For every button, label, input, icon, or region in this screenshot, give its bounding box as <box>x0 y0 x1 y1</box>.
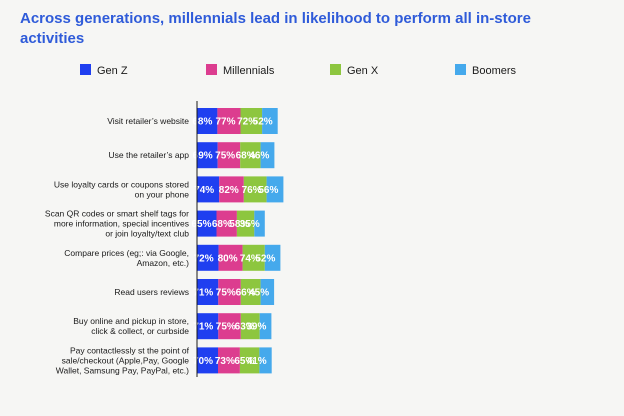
bar-boomers <box>259 313 272 340</box>
value-label-gen-z: 71% <box>193 322 213 333</box>
bar-gen-z <box>197 210 217 237</box>
legend-label-millennials: Millennials <box>223 65 275 77</box>
category-label: Scan QR codes or smart shelf tags for mor… <box>45 209 189 239</box>
value-label-gen-x: 66% <box>236 288 256 299</box>
bar-boomers <box>260 142 275 169</box>
bar-boomers <box>266 176 284 203</box>
value-label-gen-x: 58% <box>229 219 249 230</box>
bar-millennials <box>219 176 244 203</box>
bar-boomers <box>259 347 272 374</box>
bar-millennials <box>216 210 237 237</box>
value-label-millennials: 82% <box>219 185 239 196</box>
bar-gen-x <box>243 176 267 203</box>
value-label-boomers: 41% <box>247 356 267 367</box>
value-label-millennials: 75% <box>216 322 236 333</box>
bar-gen-x <box>242 244 265 271</box>
value-label-millennials: 75% <box>216 288 236 299</box>
value-label-gen-z: 70% <box>193 356 213 367</box>
value-label-gen-x: 65% <box>234 356 254 367</box>
bar-gen-x <box>236 210 255 237</box>
value-label-gen-z: 68% <box>192 117 212 128</box>
value-label-millennials: 75% <box>215 151 235 162</box>
bar-millennials <box>218 279 241 305</box>
bar-boomers <box>264 244 281 271</box>
legend-swatch-gen-x <box>330 64 341 75</box>
category-label: Compare prices (eg;: via Google, Amazon, … <box>64 248 189 268</box>
legend-swatch-gen-z <box>80 64 91 75</box>
chart-title: Across generations, millennials lead in … <box>20 10 531 47</box>
bars: 68% 77% 72%52%69% 75% 68%46%74% 82% 76%56%65% 6… <box>191 108 284 374</box>
category-label: Visit retailer’s website <box>107 116 189 126</box>
bar-gen-z <box>197 313 219 340</box>
bar-gen-x <box>240 313 260 340</box>
bar-millennials <box>217 142 241 169</box>
bar-boomers <box>262 108 278 134</box>
value-label-boomers: 56% <box>258 185 278 196</box>
bar-boomers <box>254 210 265 237</box>
bar-gen-z <box>197 176 220 203</box>
value-label-millennials: 80% <box>218 253 238 264</box>
bar-gen-z <box>197 108 218 134</box>
value-label-boomers: 35% <box>240 219 260 230</box>
bar-millennials <box>218 244 243 271</box>
value-label-millennials: 77% <box>215 117 235 128</box>
value-label-boomers: 52% <box>255 253 275 264</box>
legend-label-gen-z: Gen Z <box>97 65 128 77</box>
category-label: Use the retailer’s app <box>109 150 190 160</box>
value-label-gen-x: 74% <box>240 253 260 264</box>
value-label-gen-z: 71% <box>193 288 213 299</box>
value-label-millennials: 68% <box>212 219 232 230</box>
bar-gen-z <box>197 244 219 271</box>
value-label-gen-z: 65% <box>191 219 211 230</box>
category-label: Pay contactlessly st the point of sale/ch… <box>56 345 190 375</box>
bar-gen-x <box>239 347 260 374</box>
value-label-boomers: 46% <box>249 151 269 162</box>
value-label-boomers: 45% <box>249 288 269 299</box>
bar-millennials <box>217 108 241 134</box>
value-label-millennials: 73% <box>215 356 235 367</box>
legend-label-gen-x: Gen X <box>347 65 379 77</box>
value-label-gen-x: 68% <box>236 151 256 162</box>
legend-label-boomers: Boomers <box>472 65 517 77</box>
value-label-gen-x: 72% <box>237 117 257 128</box>
value-label-boomers: 39% <box>246 322 266 333</box>
legend-swatch-millennials <box>206 64 217 75</box>
value-label-gen-z: 69% <box>193 151 213 162</box>
category-label: Read users reviews <box>114 287 189 297</box>
bar-boomers <box>260 279 275 305</box>
category-label: Buy online and pickup in store, click & c… <box>73 316 189 336</box>
bar-gen-z <box>197 142 218 169</box>
bar-millennials <box>218 313 241 340</box>
value-label-gen-z: 74% <box>194 185 214 196</box>
bar-gen-x <box>240 108 263 134</box>
value-label-gen-x: 63% <box>235 322 255 333</box>
category-label: Use loyalty cards or coupons stored on yo… <box>54 179 189 199</box>
bar-gen-z <box>197 279 219 305</box>
value-label-gen-x: 76% <box>242 185 262 196</box>
value-label-boomers: 52% <box>253 117 273 128</box>
legend: Gen Z Millennials Gen X Boomers <box>80 64 517 77</box>
legend-swatch-boomers <box>455 64 466 75</box>
bar-gen-z <box>197 347 218 374</box>
bar-gen-x <box>240 142 261 169</box>
bar-millennials <box>218 347 240 374</box>
bar-gen-x <box>240 279 261 305</box>
category-labels: Visit retailer’s website Use the retailer… <box>45 116 190 375</box>
value-label-gen-z: 72% <box>194 253 214 264</box>
